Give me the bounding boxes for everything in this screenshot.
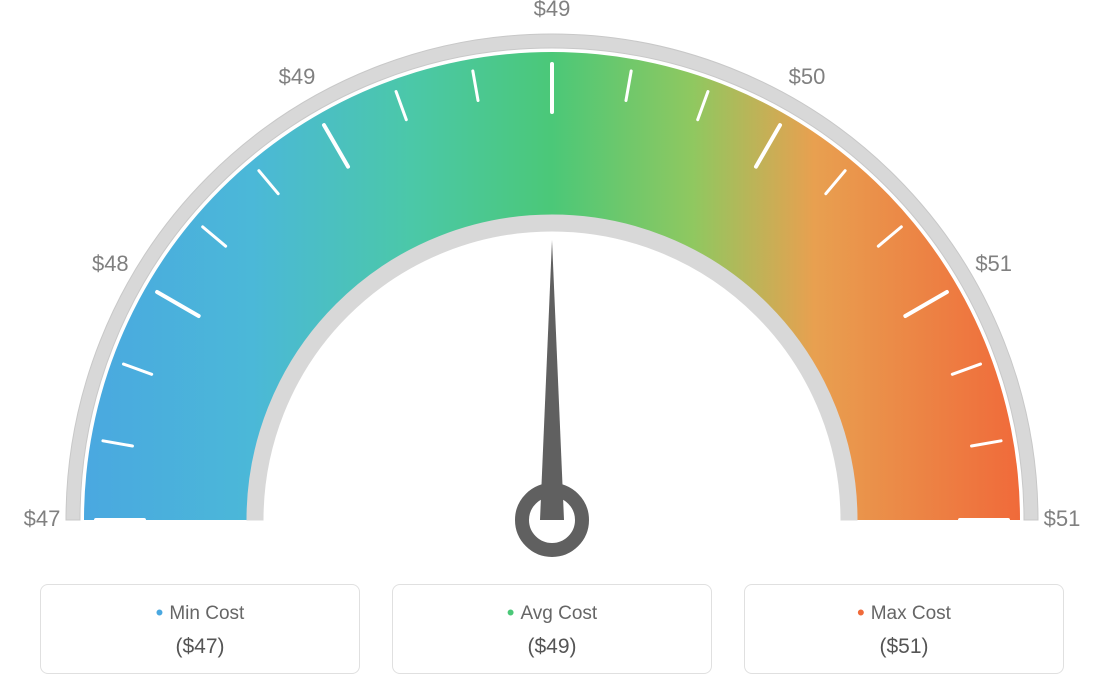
svg-text:$49: $49	[279, 64, 316, 89]
legend-avg-label: Avg Cost	[520, 603, 597, 624]
svg-text:$51: $51	[1044, 506, 1081, 531]
legend-card-max: • Max Cost ($51)	[744, 584, 1064, 674]
legend-max-dot: •	[857, 600, 865, 625]
svg-text:$51: $51	[975, 251, 1012, 276]
gauge-chart: $47 $48 $49 $49 $50 $51 $51	[0, 0, 1104, 560]
legend-avg-dot: •	[507, 600, 515, 625]
legend-min-dot: •	[156, 600, 164, 625]
legend-max-value: ($51)	[745, 635, 1063, 659]
legend-card-avg: •Avg Cost ($49)	[392, 584, 712, 674]
legend-avg-value: ($49)	[393, 635, 711, 659]
svg-text:$49: $49	[534, 0, 571, 21]
legend-min-title: •Min Cost	[41, 601, 359, 627]
legend-avg-title: •Avg Cost	[393, 601, 711, 627]
svg-text:$47: $47	[24, 506, 61, 531]
svg-text:$50: $50	[789, 64, 826, 89]
legend-card-min: •Min Cost ($47)	[40, 584, 360, 674]
svg-text:$48: $48	[92, 251, 129, 276]
legend-min-label: Min Cost	[169, 603, 244, 624]
legend-min-value: ($47)	[41, 635, 359, 659]
legend-row: •Min Cost ($47) •Avg Cost ($49) •Max Cos…	[0, 584, 1104, 674]
legend-max-title: • Max Cost	[745, 601, 1063, 627]
legend-max-label: Max Cost	[871, 603, 951, 624]
gauge-svg: $47 $48 $49 $49 $50 $51 $51	[0, 0, 1104, 560]
